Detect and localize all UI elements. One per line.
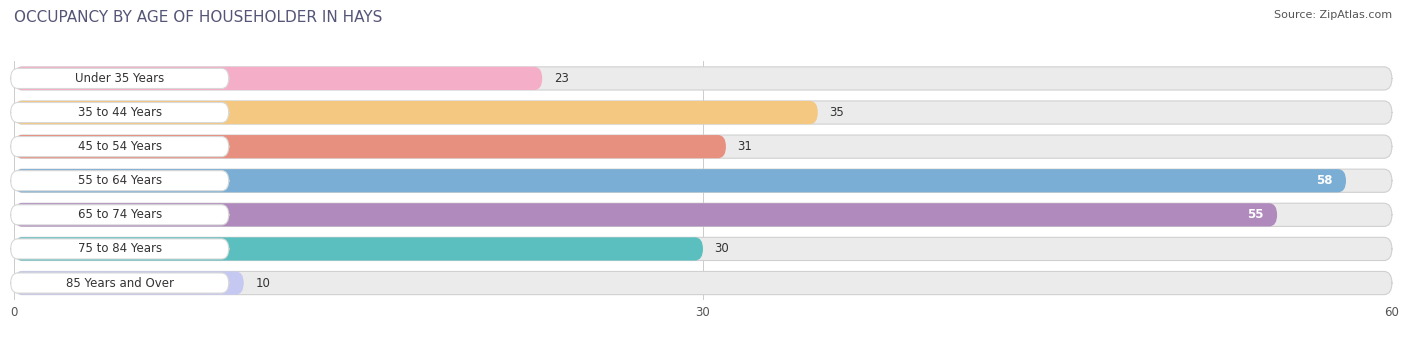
Text: 75 to 84 Years: 75 to 84 Years	[77, 242, 162, 255]
FancyBboxPatch shape	[11, 137, 229, 157]
Text: 65 to 74 Years: 65 to 74 Years	[77, 208, 162, 221]
FancyBboxPatch shape	[14, 203, 1277, 226]
Text: 30: 30	[714, 242, 730, 255]
FancyBboxPatch shape	[14, 237, 1392, 261]
Text: 35: 35	[830, 106, 844, 119]
FancyBboxPatch shape	[11, 205, 229, 225]
FancyBboxPatch shape	[14, 135, 1392, 158]
Text: Source: ZipAtlas.com: Source: ZipAtlas.com	[1274, 10, 1392, 20]
FancyBboxPatch shape	[11, 69, 229, 89]
Text: 58: 58	[1316, 174, 1333, 187]
Text: 35 to 44 Years: 35 to 44 Years	[77, 106, 162, 119]
FancyBboxPatch shape	[11, 239, 229, 259]
Text: 55: 55	[1247, 208, 1264, 221]
FancyBboxPatch shape	[14, 67, 543, 90]
FancyBboxPatch shape	[14, 67, 1392, 90]
FancyBboxPatch shape	[14, 237, 703, 261]
Text: OCCUPANCY BY AGE OF HOUSEHOLDER IN HAYS: OCCUPANCY BY AGE OF HOUSEHOLDER IN HAYS	[14, 10, 382, 25]
FancyBboxPatch shape	[11, 170, 229, 191]
FancyBboxPatch shape	[14, 101, 818, 124]
FancyBboxPatch shape	[14, 203, 1392, 226]
FancyBboxPatch shape	[14, 271, 1392, 295]
Text: 45 to 54 Years: 45 to 54 Years	[77, 140, 162, 153]
Text: 10: 10	[256, 277, 270, 290]
FancyBboxPatch shape	[11, 103, 229, 123]
FancyBboxPatch shape	[14, 101, 1392, 124]
Text: 31: 31	[738, 140, 752, 153]
Text: Under 35 Years: Under 35 Years	[75, 72, 165, 85]
FancyBboxPatch shape	[14, 169, 1392, 192]
Text: 85 Years and Over: 85 Years and Over	[66, 277, 174, 290]
FancyBboxPatch shape	[14, 135, 725, 158]
Text: 55 to 64 Years: 55 to 64 Years	[77, 174, 162, 187]
FancyBboxPatch shape	[11, 273, 229, 293]
FancyBboxPatch shape	[14, 271, 243, 295]
FancyBboxPatch shape	[14, 169, 1346, 192]
Text: 23: 23	[554, 72, 568, 85]
